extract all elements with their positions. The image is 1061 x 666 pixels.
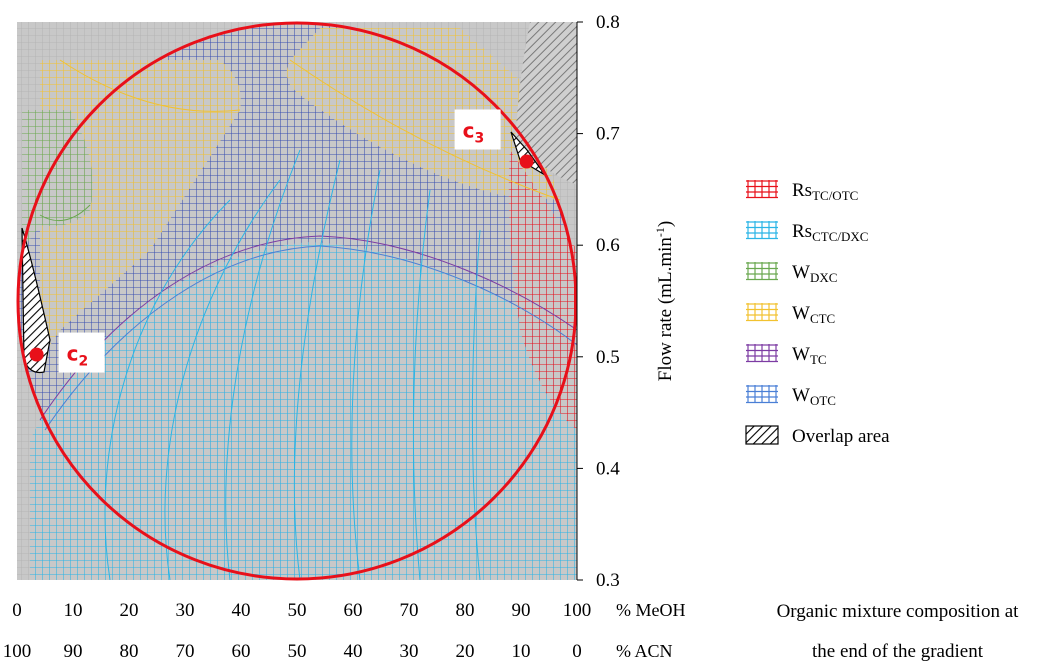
legend-swatch	[746, 385, 778, 404]
x-tick-meoh: 90	[512, 600, 531, 621]
legend-label: WOTC	[792, 385, 836, 408]
x-tick-acn: 100	[3, 641, 32, 662]
y-tick-label: 0.8	[596, 12, 620, 33]
point-label: c3	[463, 119, 485, 147]
legend-item: Overlap area	[745, 425, 890, 447]
y-ticks: 0.3 0.4 0.5 0.6 0.7 0.8	[577, 12, 620, 591]
legend-item: RsCTC/DXC	[746, 221, 868, 244]
x-tick-acn: 10	[512, 641, 531, 662]
legend-item: WOTC	[746, 385, 836, 408]
legend-swatch	[746, 303, 778, 322]
y-tick-label: 0.6	[596, 235, 620, 256]
y-tick-label: 0.5	[596, 347, 620, 368]
legend-label: WCTC	[792, 303, 835, 326]
legend-swatch	[746, 344, 778, 363]
region-w-dxc	[22, 110, 93, 250]
x-tick-acn: 40	[344, 641, 363, 662]
y-tick-label: 0.4	[596, 458, 620, 479]
x-tick-meoh: 20	[120, 600, 139, 621]
x-tick-meoh: 100	[563, 600, 592, 621]
legend-swatch	[746, 262, 778, 281]
points-layer: c2 c3	[29, 109, 534, 373]
x-tick-acn: 20	[456, 641, 475, 662]
x-ticks-meoh: 0 10 20 30 40 50 60 70 80 90 100	[12, 600, 591, 621]
design-point	[29, 347, 44, 362]
legend-swatch	[745, 425, 779, 445]
region-rs-tc-otc	[508, 150, 577, 430]
design-point	[519, 154, 534, 169]
region-rs-ctc-dxc	[30, 242, 577, 580]
x-tick-acn: 50	[288, 641, 307, 662]
x-tick-meoh: 70	[400, 600, 419, 621]
legend-item: RsTC/OTC	[746, 180, 858, 203]
region-grey-hatch-tr	[515, 22, 577, 185]
overlap-area-left	[21, 227, 51, 374]
y-axis-label: Flow rate (mL.min-1)	[653, 221, 676, 381]
legend-swatch	[746, 221, 778, 240]
y-tick-label: 0.7	[596, 124, 620, 145]
point-label-box	[454, 109, 501, 150]
y-axis-label-end: )	[655, 221, 676, 227]
x-tick-meoh: 10	[64, 600, 83, 621]
legend-swatch	[746, 180, 778, 199]
x-tick-meoh: 60	[344, 600, 363, 621]
x-tick-acn: 0	[572, 641, 582, 662]
x-tick-meoh: 30	[176, 600, 195, 621]
legend-label: RsCTC/DXC	[792, 221, 868, 244]
x-tick-meoh: 50	[288, 600, 307, 621]
legend-label: RsTC/OTC	[792, 180, 858, 203]
contour-lines	[39, 59, 577, 580]
legend: RsTC/OTC RsCTC/DXC WDXC WCTC WTC WOTC Overlap …	[745, 180, 890, 447]
x-ticks-acn: 100 90 80 70 60 50 40 30 20 10 0	[3, 641, 582, 662]
point-label: c2	[67, 342, 89, 370]
x-unit-acn: % ACN	[616, 641, 673, 661]
x-tick-acn: 30	[400, 641, 419, 662]
x-tick-meoh: 0	[12, 600, 22, 621]
design-space-circle	[16, 21, 578, 581]
y-axis-label-sup: -1	[653, 227, 667, 237]
legend-label: Overlap area	[792, 426, 890, 447]
legend-label: WTC	[792, 344, 827, 367]
caption-line-1: Organic mixture composition at	[776, 601, 1019, 622]
x-unit-meoh: % MeOH	[616, 600, 686, 620]
x-tick-meoh: 40	[232, 600, 251, 621]
y-axis-label-main: Flow rate (mL.min	[655, 237, 676, 382]
x-tick-acn: 70	[176, 641, 195, 662]
x-tick-acn: 90	[64, 641, 83, 662]
x-tick-meoh: 80	[456, 600, 475, 621]
x-tick-acn: 60	[232, 641, 251, 662]
plot-area	[17, 22, 577, 580]
region-w-ctc-left	[40, 60, 241, 360]
legend-item: WTC	[746, 344, 827, 367]
caption-line-2: the end of the gradient	[812, 641, 983, 662]
legend-item: WDXC	[746, 262, 837, 285]
region-w-ctc-right	[286, 28, 560, 200]
x-tick-acn: 80	[120, 641, 139, 662]
point-label-box	[58, 332, 105, 373]
y-tick-label: 0.3	[596, 570, 620, 591]
legend-item: WCTC	[746, 303, 835, 326]
legend-label: WDXC	[792, 262, 837, 285]
